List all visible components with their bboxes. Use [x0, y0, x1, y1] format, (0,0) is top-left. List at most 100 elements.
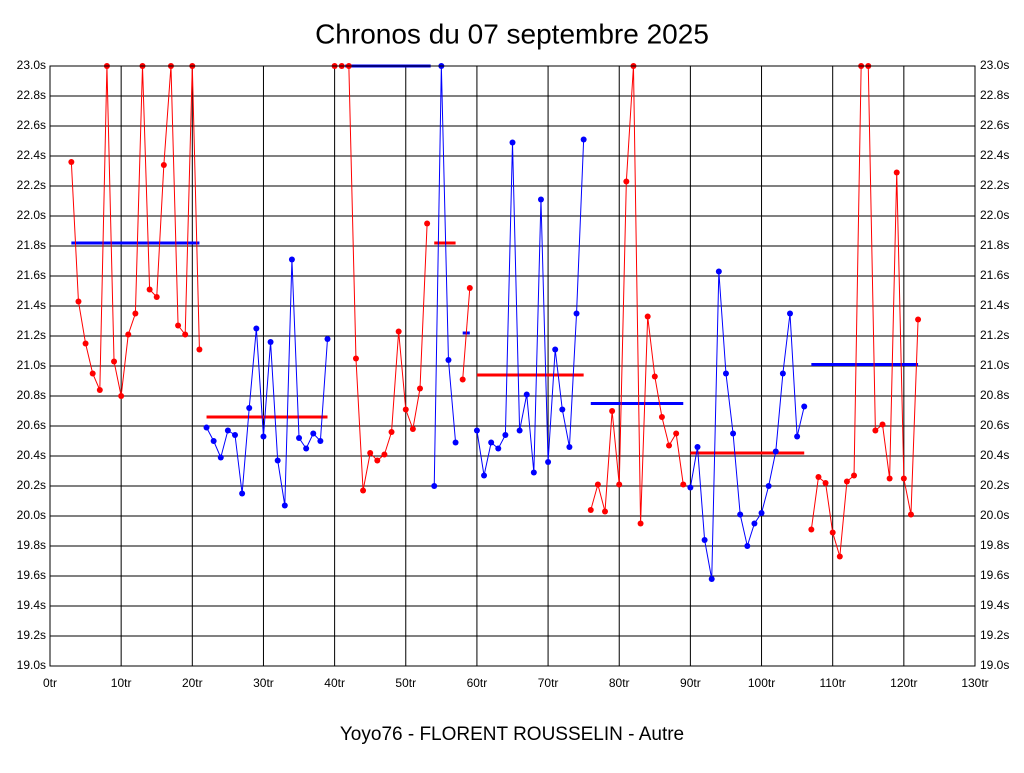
- data-point: [445, 357, 452, 363]
- data-point: [851, 472, 858, 479]
- data-point: [367, 450, 374, 456]
- x-tick-label: 100tr: [748, 676, 775, 690]
- data-point: [409, 426, 416, 432]
- data-point: [317, 438, 324, 444]
- data-point: [594, 481, 601, 488]
- data-point: [566, 444, 573, 450]
- data-point: [623, 178, 630, 185]
- y-tick-label-right: 19.4s: [980, 598, 1009, 612]
- data-point: [530, 469, 537, 476]
- y-tick-label-right: 19.8s: [980, 538, 1009, 552]
- y-tick-label: 22.2s: [17, 178, 46, 192]
- data-point: [794, 433, 801, 440]
- chart-title: Chronos du 07 septembre 2025: [315, 18, 709, 49]
- data-point: [402, 406, 409, 413]
- y-tick-label: 20.6s: [17, 418, 46, 432]
- data-point: [352, 355, 359, 362]
- data-point: [701, 537, 708, 543]
- data-point: [417, 385, 423, 392]
- data-point: [694, 444, 701, 450]
- data-point: [175, 322, 182, 329]
- data-point: [666, 442, 673, 449]
- data-point: [616, 481, 623, 488]
- data-point: [481, 472, 488, 479]
- x-tick-label: 30tr: [253, 676, 274, 690]
- data-point: [758, 510, 765, 516]
- data-point: [267, 339, 274, 345]
- data-point: [843, 478, 850, 485]
- plot-border: [49, 65, 976, 667]
- y-tick-label-right: 20.2s: [980, 478, 1009, 492]
- data-point: [893, 169, 900, 176]
- data-point: [360, 487, 367, 494]
- data-point: [253, 325, 260, 332]
- data-point: [160, 162, 167, 168]
- x-tick-label: 110tr: [819, 676, 845, 690]
- data-point: [281, 502, 288, 509]
- data-point: [879, 421, 886, 428]
- data-point: [523, 391, 530, 398]
- data-point: [836, 553, 843, 560]
- y-tick-label-right: 20.4s: [980, 448, 1009, 462]
- data-point: [395, 328, 402, 335]
- data-point: [730, 430, 737, 437]
- y-tick-label: 20.8s: [17, 388, 46, 402]
- y-tick-label-right: 22.8s: [980, 88, 1009, 102]
- data-point: [907, 511, 914, 518]
- y-tick-label-right: 20.6s: [980, 418, 1009, 432]
- data-point: [459, 376, 466, 383]
- y-tick-label: 20.4s: [17, 448, 46, 462]
- data-point: [310, 430, 317, 437]
- data-point: [722, 370, 729, 377]
- y-tick-label: 23.0s: [17, 58, 46, 72]
- data-point: [210, 438, 217, 444]
- data-point: [68, 159, 75, 165]
- x-tick-label: 10tr: [111, 676, 132, 690]
- y-tick-label-right: 23.0s: [980, 58, 1009, 72]
- data-point: [274, 457, 281, 464]
- y-tick-label: 19.8s: [17, 538, 46, 552]
- y-tick-label-right: 19.6s: [980, 568, 1009, 582]
- data-point: [687, 484, 694, 491]
- data-point: [324, 336, 331, 342]
- y-tick-label: 22.0s: [17, 208, 46, 222]
- data-point: [89, 370, 96, 377]
- data-point: [573, 310, 580, 317]
- y-tick-label-right: 21.0s: [980, 358, 1009, 372]
- data-point: [552, 346, 559, 353]
- data-point: [680, 481, 687, 488]
- data-point: [488, 439, 495, 446]
- y-tick-label-right: 21.2s: [980, 328, 1009, 342]
- y-tick-label-right: 20.0s: [980, 508, 1009, 522]
- data-point: [146, 286, 153, 293]
- data-point: [559, 406, 566, 413]
- data-point: [886, 475, 893, 482]
- data-point: [815, 474, 822, 480]
- series-line: [334, 65, 428, 491]
- data-point: [545, 459, 552, 465]
- data-point: [303, 445, 310, 452]
- data-point: [82, 340, 89, 347]
- data-point: [431, 483, 438, 489]
- data-point: [537, 196, 544, 203]
- data-point: [388, 429, 395, 435]
- y-tick-label: 21.8s: [17, 238, 46, 252]
- y-tick-label-right: 22.0s: [980, 208, 1009, 222]
- data-point: [609, 408, 616, 414]
- series-line: [590, 65, 684, 524]
- data-point: [125, 331, 132, 338]
- x-tick-label: 80tr: [609, 676, 630, 690]
- data-point: [217, 454, 224, 461]
- x-tick-label: 40tr: [324, 676, 345, 690]
- y-tick-label: 19.4s: [17, 598, 46, 612]
- data-point: [673, 430, 680, 437]
- y-tick-label-right: 22.2s: [980, 178, 1009, 192]
- data-point: [224, 427, 231, 434]
- data-point: [196, 346, 203, 353]
- data-point: [452, 439, 459, 446]
- data-point: [473, 427, 480, 434]
- y-tick-label: 22.4s: [17, 148, 46, 162]
- data-point: [872, 427, 879, 434]
